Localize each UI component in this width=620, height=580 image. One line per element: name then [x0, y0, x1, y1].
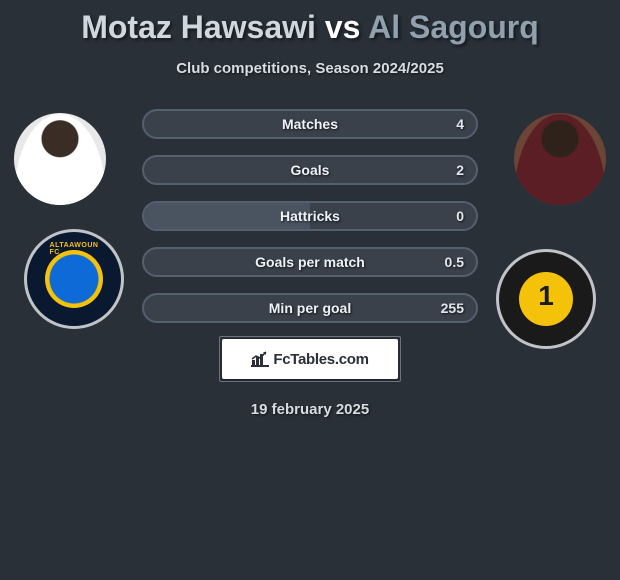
bar-value-right: 4: [456, 116, 464, 132]
bar-label: Goals: [291, 162, 330, 178]
club1-name: ALTAAWOUN FC: [50, 242, 99, 256]
stat-bar: Goals per match 0.5: [142, 247, 478, 277]
stat-bar: Hattricks 0: [142, 201, 478, 231]
bar-label: Min per goal: [269, 300, 351, 316]
page-title: Motaz Hawsawi vs Al Sagourq: [0, 8, 620, 46]
player2-avatar: [514, 113, 606, 205]
player1-avatar: [14, 113, 106, 205]
player1-name: Motaz Hawsawi: [81, 9, 316, 45]
title-vs: vs: [325, 9, 361, 45]
stat-bar: Goals 2: [142, 155, 478, 185]
player2-name: Al Sagourq: [368, 9, 539, 45]
club1-year: 1956: [64, 274, 84, 284]
stat-bar: Min per goal 255: [142, 293, 478, 323]
stats-section: ALTAAWOUN FC 1956 Matches 4 Goals 2 Hattrick…: [0, 109, 620, 323]
stat-bars: Matches 4 Goals 2 Hattricks 0 Goals per match 0…: [142, 109, 478, 323]
date-label: 19 february 2025: [0, 401, 620, 418]
bar-value-right: 0: [456, 208, 464, 224]
brand-chart-icon: [251, 351, 269, 367]
player1-club-badge: ALTAAWOUN FC 1956: [24, 229, 124, 329]
stat-bar: Matches 4: [142, 109, 478, 139]
brand-badge: FcTables.com: [222, 339, 398, 379]
comparison-card: Motaz Hawsawi vs Al Sagourq Club competi…: [0, 0, 620, 580]
bar-label: Goals per match: [255, 254, 365, 270]
bar-value-right: 255: [441, 300, 464, 316]
brand-text: FcTables.com: [273, 351, 368, 368]
bar-label: Matches: [282, 116, 338, 132]
bar-value-right: 0.5: [445, 254, 464, 270]
subtitle: Club competitions, Season 2024/2025: [0, 60, 620, 77]
bar-label: Hattricks: [280, 208, 340, 224]
player2-club-badge: [496, 249, 596, 349]
bar-value-right: 2: [456, 162, 464, 178]
